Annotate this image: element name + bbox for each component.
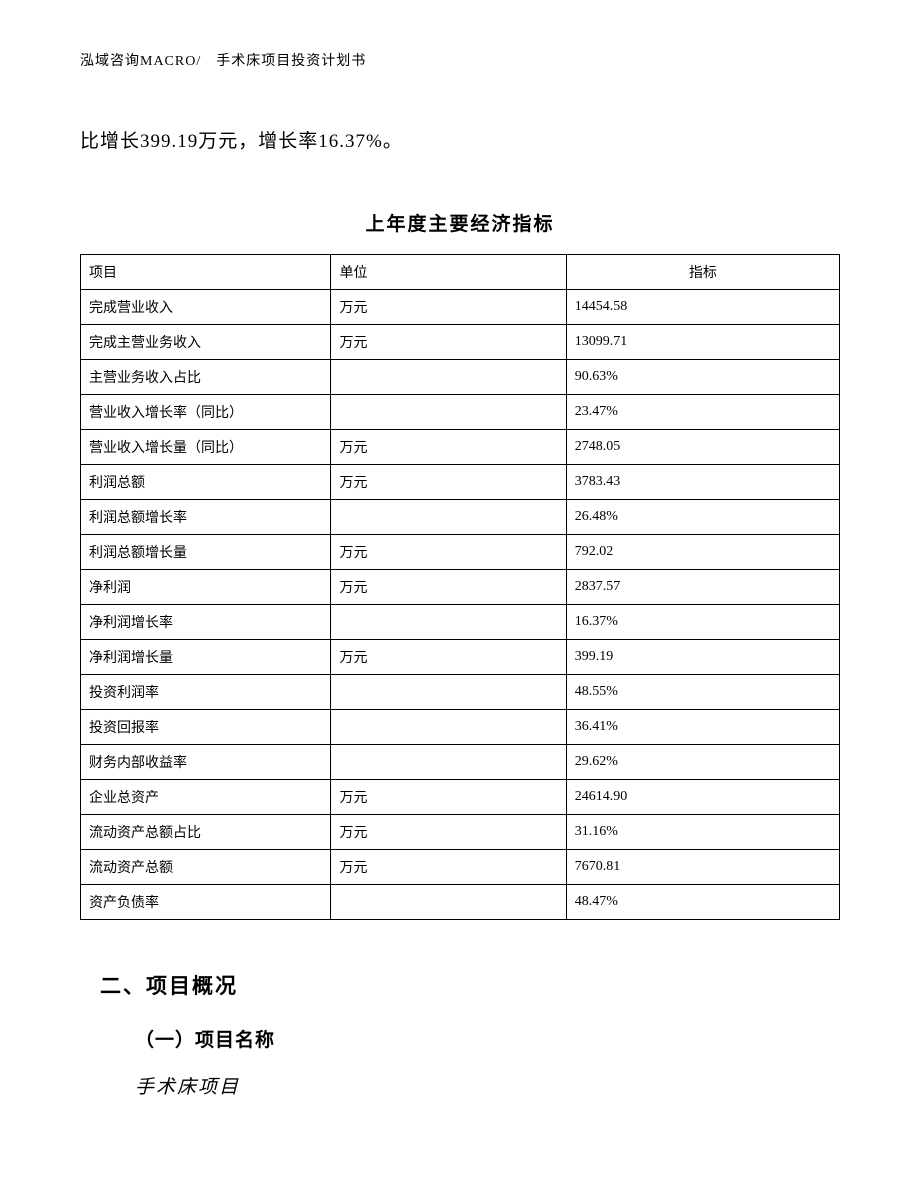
table-cell: 净利润 <box>81 570 331 605</box>
body-paragraph: 比增长399.19万元，增长率16.37%。 <box>80 125 840 159</box>
table-cell: 完成营业收入 <box>81 290 331 325</box>
table-cell <box>331 710 566 745</box>
table-cell: 万元 <box>331 290 566 325</box>
table-cell: 万元 <box>331 780 566 815</box>
table-cell: 31.16% <box>566 815 839 850</box>
table-cell: 14454.58 <box>566 290 839 325</box>
table-cell: 净利润增长量 <box>81 640 331 675</box>
table-row: 净利润增长量 万元 399.19 <box>81 640 840 675</box>
sub-heading: （一）项目名称 <box>80 1025 840 1052</box>
table-cell: 792.02 <box>566 535 839 570</box>
table-cell <box>331 745 566 780</box>
table-cell: 万元 <box>331 640 566 675</box>
table-cell: 24614.90 <box>566 780 839 815</box>
table-cell: 投资回报率 <box>81 710 331 745</box>
table-cell: 流动资产总额占比 <box>81 815 331 850</box>
document-header: 泓域咨询MACRO/ 手术床项目投资计划书 <box>80 50 840 70</box>
table-cell: 16.37% <box>566 605 839 640</box>
table-cell: 7670.81 <box>566 850 839 885</box>
table-cell: 净利润增长率 <box>81 605 331 640</box>
table-cell: 2748.05 <box>566 430 839 465</box>
table-row: 营业收入增长量（同比） 万元 2748.05 <box>81 430 840 465</box>
table-row: 资产负债率 48.47% <box>81 885 840 920</box>
table-header-cell: 指标 <box>566 255 839 290</box>
table-cell: 利润总额增长率 <box>81 500 331 535</box>
table-cell: 万元 <box>331 815 566 850</box>
table-row: 利润总额增长量 万元 792.02 <box>81 535 840 570</box>
table-row: 净利润 万元 2837.57 <box>81 570 840 605</box>
table-title: 上年度主要经济指标 <box>80 209 840 236</box>
table-row: 利润总额 万元 3783.43 <box>81 465 840 500</box>
table-cell: 投资利润率 <box>81 675 331 710</box>
table-row: 流动资产总额 万元 7670.81 <box>81 850 840 885</box>
table-cell: 利润总额增长量 <box>81 535 331 570</box>
table-cell: 万元 <box>331 850 566 885</box>
table-cell <box>331 395 566 430</box>
table-cell <box>331 675 566 710</box>
table-cell: 48.47% <box>566 885 839 920</box>
table-cell: 36.41% <box>566 710 839 745</box>
table-row: 投资利润率 48.55% <box>81 675 840 710</box>
section-heading: 二、项目概况 <box>80 970 840 1000</box>
table-cell: 万元 <box>331 570 566 605</box>
table-cell <box>331 885 566 920</box>
table-row: 投资回报率 36.41% <box>81 710 840 745</box>
table-cell <box>331 360 566 395</box>
table-row: 利润总额增长率 26.48% <box>81 500 840 535</box>
table-cell: 13099.71 <box>566 325 839 360</box>
table-row: 财务内部收益率 29.62% <box>81 745 840 780</box>
table-cell: 29.62% <box>566 745 839 780</box>
table-header-cell: 单位 <box>331 255 566 290</box>
table-cell: 26.48% <box>566 500 839 535</box>
table-row: 净利润增长率 16.37% <box>81 605 840 640</box>
table-cell: 资产负债率 <box>81 885 331 920</box>
table-row: 主营业务收入占比 90.63% <box>81 360 840 395</box>
table-header-row: 项目 单位 指标 <box>81 255 840 290</box>
table-row: 完成营业收入 万元 14454.58 <box>81 290 840 325</box>
table-cell: 万元 <box>331 325 566 360</box>
table-cell <box>331 605 566 640</box>
table-cell: 营业收入增长量（同比） <box>81 430 331 465</box>
table-row: 完成主营业务收入 万元 13099.71 <box>81 325 840 360</box>
table-cell <box>331 500 566 535</box>
page-container: 泓域咨询MACRO/ 手术床项目投资计划书 比增长399.19万元，增长率16.… <box>0 0 920 1149</box>
table-row: 流动资产总额占比 万元 31.16% <box>81 815 840 850</box>
table-cell: 48.55% <box>566 675 839 710</box>
table-cell: 2837.57 <box>566 570 839 605</box>
table-cell: 3783.43 <box>566 465 839 500</box>
table-cell: 90.63% <box>566 360 839 395</box>
table-cell: 399.19 <box>566 640 839 675</box>
table-cell: 万元 <box>331 430 566 465</box>
table-cell: 财务内部收益率 <box>81 745 331 780</box>
table-cell: 万元 <box>331 465 566 500</box>
table-cell: 利润总额 <box>81 465 331 500</box>
table-cell: 万元 <box>331 535 566 570</box>
project-name-text: 手术床项目 <box>80 1072 840 1099</box>
table-header-cell: 项目 <box>81 255 331 290</box>
economic-indicators-table: 项目 单位 指标 完成营业收入 万元 14454.58 完成主营业务收入 万元 … <box>80 254 840 920</box>
table-cell: 流动资产总额 <box>81 850 331 885</box>
table-cell: 营业收入增长率（同比） <box>81 395 331 430</box>
table-row: 企业总资产 万元 24614.90 <box>81 780 840 815</box>
table-body: 完成营业收入 万元 14454.58 完成主营业务收入 万元 13099.71 … <box>81 290 840 920</box>
table-cell: 完成主营业务收入 <box>81 325 331 360</box>
table-cell: 企业总资产 <box>81 780 331 815</box>
table-cell: 主营业务收入占比 <box>81 360 331 395</box>
table-row: 营业收入增长率（同比） 23.47% <box>81 395 840 430</box>
table-cell: 23.47% <box>566 395 839 430</box>
